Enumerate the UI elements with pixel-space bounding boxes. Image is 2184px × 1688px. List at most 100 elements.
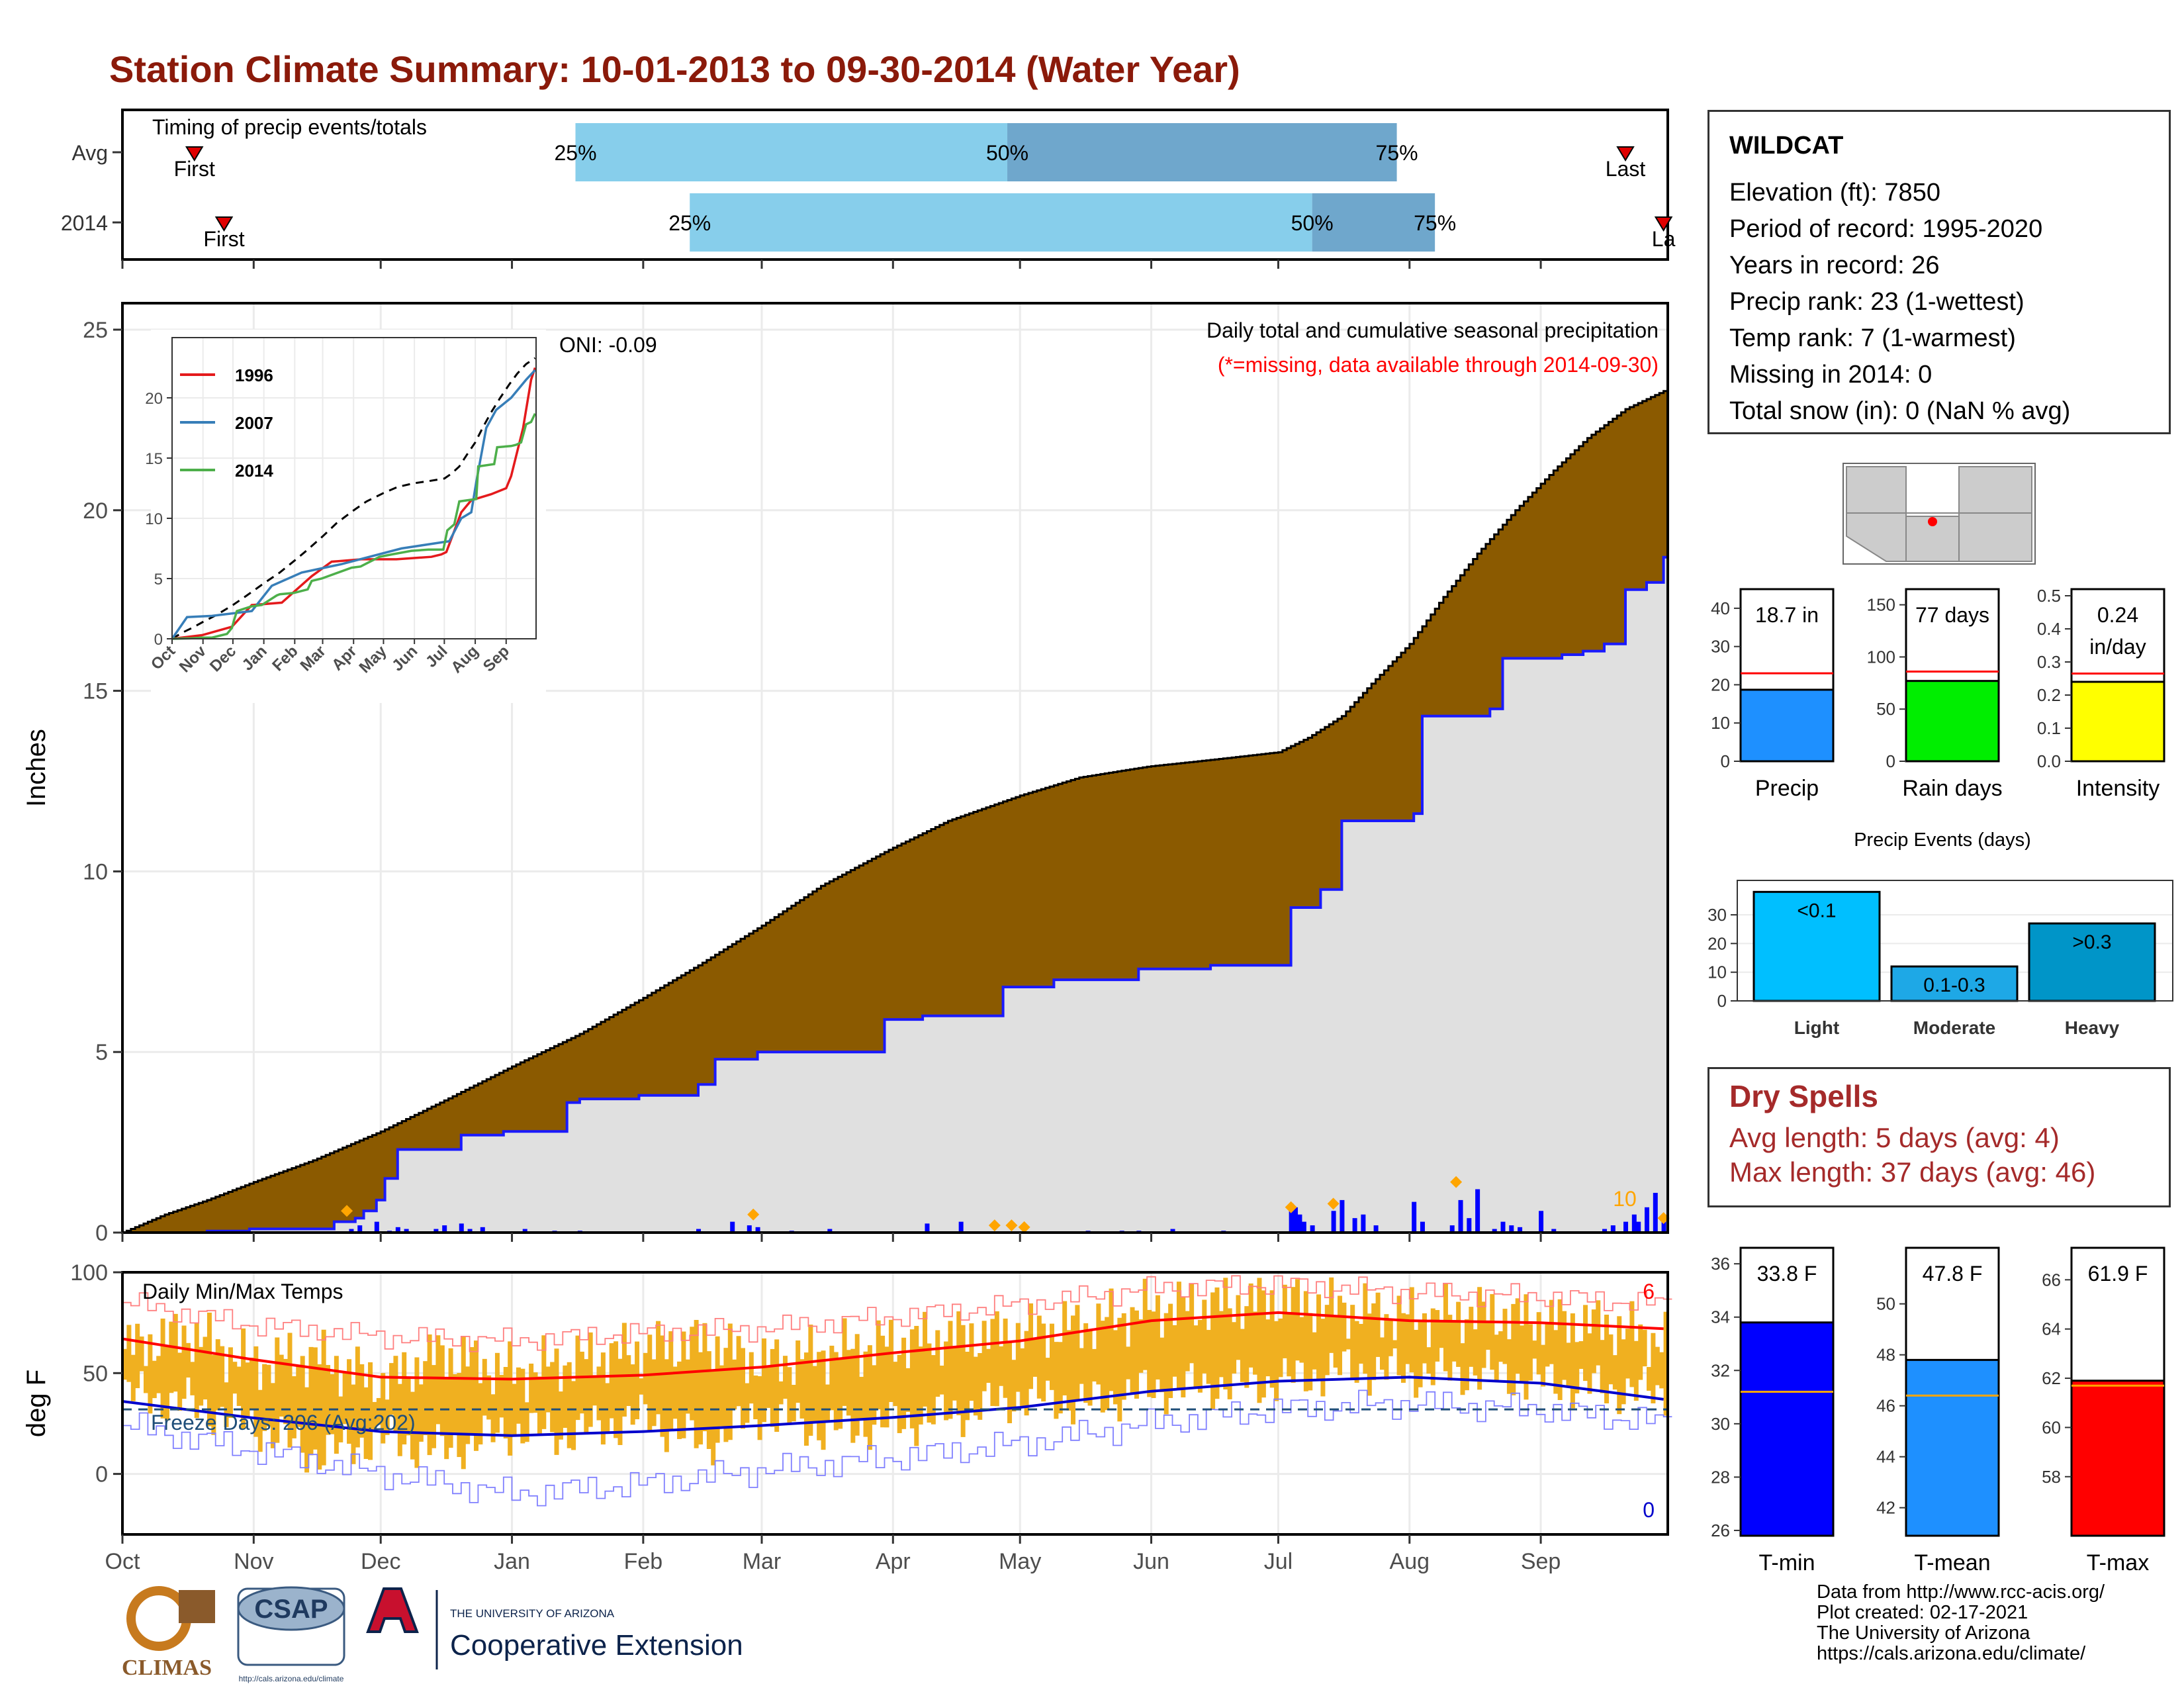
avg-daily-max-marker	[1327, 1197, 1340, 1210]
daily-temp-bar	[1345, 1338, 1351, 1350]
daily-temp-bar	[732, 1359, 737, 1410]
temp-y-tick-label: 50	[83, 1361, 108, 1386]
daily-temp-bar	[1570, 1313, 1575, 1409]
daily-temp-bar	[935, 1330, 940, 1397]
daily-temp-bar	[1625, 1329, 1631, 1379]
daily-temp-bar	[846, 1350, 851, 1416]
temp-summary-y-tick-label: 30	[1711, 1414, 1730, 1434]
daily-temp-bar	[177, 1352, 183, 1411]
daily-precip-bar	[467, 1229, 473, 1233]
daily-precip-bar	[1492, 1229, 1497, 1233]
daily-temp-bar	[994, 1311, 999, 1407]
daily-temp-bar	[880, 1335, 886, 1428]
daily-temp-bar	[1168, 1303, 1173, 1398]
summary-y-tick-label: 0.5	[2037, 586, 2061, 606]
avg-daily-max-marker	[341, 1205, 353, 1217]
daily-temp-bar	[1612, 1355, 1617, 1390]
daily-temp-bar	[1392, 1340, 1398, 1348]
temp-summary-category-label: T-min	[1759, 1550, 1815, 1575]
daily-precip-bar	[1518, 1227, 1523, 1233]
daily-temp-bar	[694, 1319, 699, 1448]
daily-temp-bar	[1232, 1322, 1237, 1374]
daily-temp-bar	[901, 1337, 907, 1429]
daily-precip-bar	[1310, 1225, 1315, 1233]
daily-temp-bar	[787, 1367, 792, 1423]
credit-line: The University of Arizona	[1817, 1622, 2030, 1644]
daily-temp-bar	[1651, 1333, 1656, 1404]
daily-temp-bar	[494, 1352, 500, 1433]
daily-temp-bar	[986, 1348, 991, 1383]
daily-temp-bar	[567, 1362, 572, 1448]
daily-temp-bar	[647, 1335, 653, 1432]
daily-temp-bar	[1117, 1317, 1122, 1422]
month-tick-label: Jan	[494, 1549, 530, 1574]
temp-summary-value-label: 61.9 F	[2088, 1262, 2148, 1286]
daily-temp-bar	[723, 1348, 729, 1442]
daily-temp-bar	[741, 1348, 745, 1429]
daily-temp-bar	[803, 1352, 809, 1446]
daily-precip-bar	[730, 1221, 735, 1233]
daily-temp-bar	[160, 1318, 165, 1419]
daily-temp-bar	[533, 1372, 538, 1413]
timing-pct-label: 75%	[1414, 211, 1456, 235]
daily-temp-bar	[956, 1311, 962, 1415]
station-location-marker	[1928, 517, 1937, 526]
daily-temp-bar	[1655, 1346, 1660, 1385]
daily-temp-bar	[1354, 1321, 1359, 1383]
daily-temp-bar	[999, 1346, 1004, 1386]
daily-temp-bar	[1460, 1343, 1465, 1395]
daily-temp-bar	[257, 1389, 263, 1452]
daily-temp-bar	[1257, 1278, 1262, 1403]
daily-temp-bar	[643, 1352, 648, 1405]
daily-precip-bar	[747, 1225, 752, 1233]
daily-temp-bar	[948, 1321, 953, 1419]
daily-temp-bar	[990, 1319, 995, 1407]
daily-temp-bar	[1638, 1324, 1643, 1380]
daily-temp-bar	[439, 1345, 445, 1436]
daily-temp-bar	[1210, 1292, 1216, 1410]
daily-temp-bar	[1278, 1318, 1283, 1378]
daily-temp-bar	[130, 1354, 136, 1401]
inset-y-tick-label: 20	[145, 390, 163, 408]
daily-temp-bar	[296, 1366, 301, 1427]
daily-temp-bar	[215, 1339, 220, 1411]
daily-temp-bar	[1481, 1301, 1486, 1368]
summary-bar	[1739, 688, 1835, 763]
daily-temp-bar	[1206, 1330, 1211, 1384]
daily-temp-bar	[173, 1313, 178, 1392]
event-bar	[1752, 890, 1881, 1002]
daily-temp-bar	[452, 1374, 457, 1435]
daily-temp-bar	[1291, 1287, 1296, 1383]
daily-temp-bar	[1447, 1315, 1453, 1381]
month-tick-label: Apr	[876, 1549, 911, 1574]
station-name: WILDCAT	[1729, 132, 1844, 160]
daily-temp-bar	[558, 1391, 563, 1440]
climas-logo-mark	[126, 1586, 191, 1651]
daily-temp-bar	[1490, 1293, 1495, 1370]
daily-temp-bar	[668, 1331, 674, 1430]
daily-temp-bar	[169, 1321, 174, 1393]
daily-temp-bar	[715, 1336, 720, 1443]
daily-temp-bar	[1435, 1310, 1440, 1362]
record-max-line	[122, 1275, 1672, 1352]
daily-temp-bar	[512, 1383, 517, 1435]
daily-temp-bar	[126, 1325, 132, 1382]
month-tick-label: Feb	[624, 1549, 663, 1574]
temp-summary-y-tick-label: 32	[1711, 1360, 1730, 1380]
summary-y-tick-label: 0.1	[2037, 718, 2061, 738]
precip-panel-border	[121, 302, 1669, 1234]
timing-bar-25-50	[575, 123, 1008, 181]
daily-temp-bar	[909, 1329, 915, 1429]
daily-precip-bar	[433, 1229, 439, 1233]
inset-y-tick-label: 15	[145, 450, 163, 468]
daily-temp-bar	[1456, 1301, 1461, 1367]
first-event-marker	[185, 146, 204, 162]
daily-precip-bar	[1551, 1229, 1557, 1233]
daily-temp-bar	[1375, 1292, 1381, 1357]
daily-temp-bar	[529, 1363, 534, 1413]
daily-temp-bar	[1066, 1330, 1071, 1411]
daily-temp-bar	[1617, 1316, 1622, 1415]
temp-summary-bar	[1739, 1321, 1835, 1537]
daily-temp-bar	[821, 1350, 826, 1450]
